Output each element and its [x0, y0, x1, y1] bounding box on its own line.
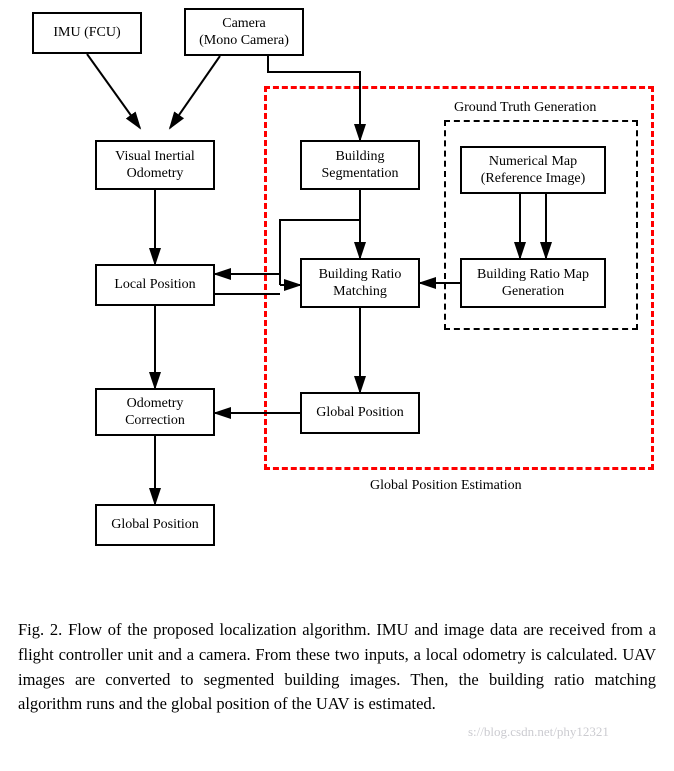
node-gpos1-label: Global Position — [316, 404, 404, 422]
node-building-segmentation: BuildingSegmentation — [300, 140, 420, 190]
node-vio-label: Visual InertialOdometry — [115, 148, 195, 183]
global-position-estimation-label: Global Position Estimation — [370, 478, 522, 494]
node-vio: Visual InertialOdometry — [95, 140, 215, 190]
figure-caption-text: Fig. 2. Flow of the proposed localizatio… — [18, 620, 656, 713]
node-numerical-map: Numerical Map(Reference Image) — [460, 146, 606, 194]
node-brmapgen-label: Building Ratio MapGeneration — [477, 266, 589, 301]
node-camera: Camera(Mono Camera) — [184, 8, 304, 56]
figure-caption: Fig. 2. Flow of the proposed localizatio… — [18, 618, 656, 717]
node-imu: IMU (FCU) — [32, 12, 142, 54]
node-camera-label: Camera(Mono Camera) — [199, 15, 289, 50]
node-building-ratio-map-generation: Building Ratio MapGeneration — [460, 258, 606, 308]
node-localpos-label: Local Position — [114, 276, 195, 294]
node-bseg-label: BuildingSegmentation — [322, 148, 399, 183]
node-building-ratio-matching: Building RatioMatching — [300, 258, 420, 308]
watermark-content: s://blog.csdn.net/phy12321 — [468, 724, 609, 739]
ground-truth-label: Ground Truth Generation — [454, 100, 596, 116]
ground-truth-label-text: Ground Truth Generation — [454, 100, 596, 115]
node-global-position-final: Global Position — [95, 504, 215, 546]
node-brmatch-label: Building RatioMatching — [319, 266, 402, 301]
gpe-label-text: Global Position Estimation — [370, 478, 522, 493]
node-imu-label: IMU (FCU) — [53, 24, 120, 42]
node-odometry-correction: OdometryCorrection — [95, 388, 215, 436]
node-global-position-inner: Global Position — [300, 392, 420, 434]
node-nummap-label: Numerical Map(Reference Image) — [481, 153, 586, 188]
node-odocorr-label: OdometryCorrection — [125, 395, 185, 430]
watermark-text: s://blog.csdn.net/phy12321 — [468, 724, 609, 740]
node-gpos2-label: Global Position — [111, 516, 199, 534]
node-local-position: Local Position — [95, 264, 215, 306]
